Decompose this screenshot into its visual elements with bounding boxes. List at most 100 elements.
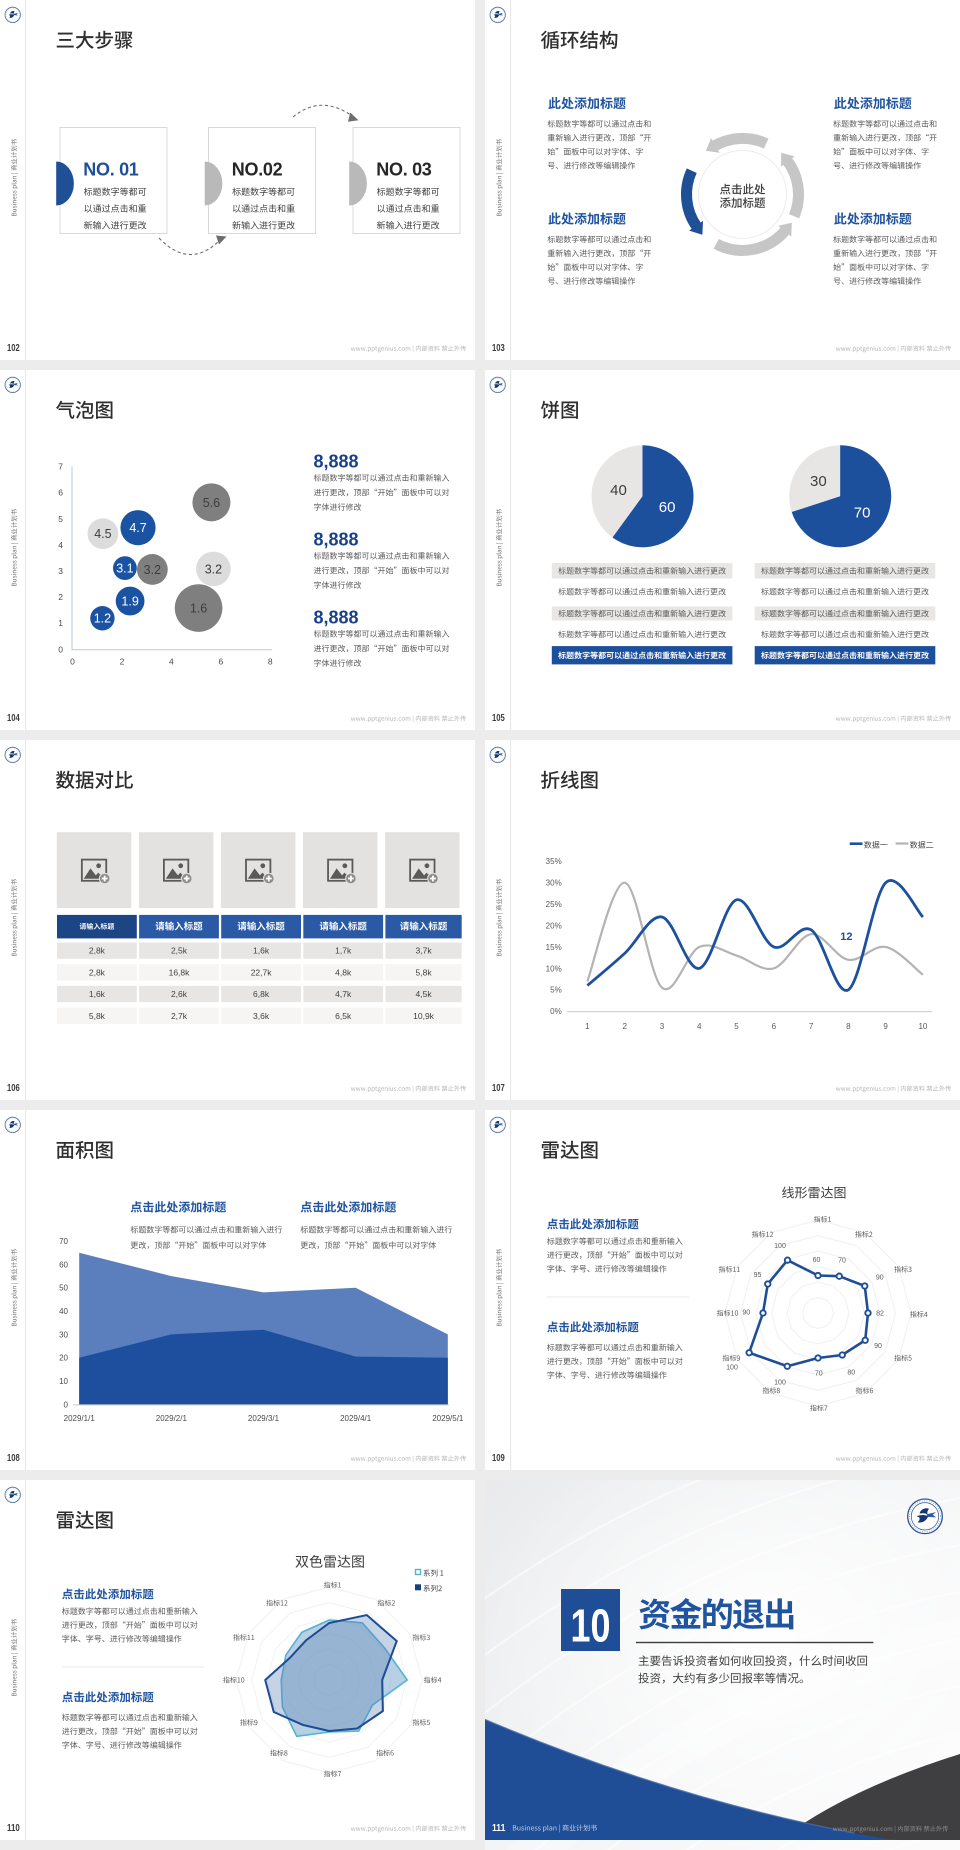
svg-text:90: 90 [874,1343,882,1350]
svg-text:30: 30 [59,1330,68,1339]
svg-text:70: 70 [838,1258,846,1265]
svg-text:50: 50 [59,1284,68,1293]
svg-text:22,7k: 22,7k [251,967,273,977]
svg-text:16,8k: 16,8k [169,967,191,977]
svg-text:4,5k: 4,5k [416,989,433,999]
svg-text:1,6k: 1,6k [89,989,106,999]
svg-text:0: 0 [58,644,63,654]
svg-text:3,6k: 3,6k [253,1011,270,1021]
svg-text:70: 70 [854,505,871,522]
svg-text:100: 100 [774,1379,786,1386]
svg-text:5%: 5% [550,986,562,995]
svg-text:3,7k: 3,7k [416,946,433,956]
svg-text:90: 90 [876,1274,884,1281]
svg-text:2,6k: 2,6k [171,989,188,999]
svg-text:1,7k: 1,7k [335,946,352,956]
svg-text:100: 100 [774,1243,786,1250]
svg-text:1: 1 [585,1022,590,1031]
svg-text:30%: 30% [546,879,562,888]
svg-text:35%: 35% [546,857,562,866]
svg-text:2,7k: 2,7k [171,1011,188,1021]
svg-text:5: 5 [734,1022,739,1031]
svg-text:0%: 0% [550,1007,562,1016]
svg-text:102: 102 [7,343,20,354]
svg-text:7: 7 [58,462,63,472]
svg-text:40: 40 [59,1307,68,1316]
svg-text:6: 6 [772,1022,777,1031]
svg-text:2029/4/1: 2029/4/1 [340,1414,372,1423]
svg-text:8,888: 8,888 [314,452,359,472]
svg-text:1.6: 1.6 [190,601,207,615]
svg-text:12: 12 [840,931,852,943]
svg-text:106: 106 [7,1083,20,1094]
svg-text:8: 8 [846,1022,851,1031]
svg-text:103: 103 [492,343,505,354]
svg-text:7: 7 [809,1022,814,1031]
svg-text:NO. 03: NO. 03 [376,160,432,180]
svg-text:109: 109 [492,1453,505,1464]
svg-text:2029/1/1: 2029/1/1 [64,1414,96,1423]
svg-text:1,6k: 1,6k [253,946,270,956]
svg-text:90: 90 [742,1309,750,1316]
svg-text:20: 20 [59,1354,68,1363]
svg-text:2: 2 [622,1022,627,1031]
svg-text:25%: 25% [546,900,562,909]
svg-text:3.2: 3.2 [144,563,161,577]
svg-text:70: 70 [815,1371,823,1378]
svg-text:111: 111 [492,1823,506,1834]
svg-text:108: 108 [7,1453,20,1464]
svg-text:100: 100 [726,1365,738,1372]
svg-text:5,8k: 5,8k [89,1011,106,1021]
svg-text:6,8k: 6,8k [253,989,270,999]
svg-text:2029/2/1: 2029/2/1 [156,1414,188,1423]
svg-text:82: 82 [876,1311,884,1318]
svg-text:0: 0 [64,1400,69,1409]
svg-text:30: 30 [810,473,827,490]
svg-text:80: 80 [847,1369,855,1376]
svg-text:10,9k: 10,9k [413,1011,435,1021]
svg-text:8,888: 8,888 [314,608,359,628]
svg-text:60: 60 [659,499,676,516]
svg-text:60: 60 [59,1260,68,1269]
svg-text:8,888: 8,888 [314,530,359,550]
svg-text:60: 60 [813,1257,821,1264]
svg-text:6,5k: 6,5k [335,1011,352,1021]
svg-text:4,8k: 4,8k [335,967,352,977]
svg-text:4: 4 [697,1022,702,1031]
svg-text:104: 104 [7,713,20,724]
svg-text:107: 107 [492,1083,505,1094]
svg-text:4.7: 4.7 [129,521,146,535]
svg-text:2: 2 [58,592,63,602]
svg-text:NO.02: NO.02 [232,160,283,180]
svg-text:70: 70 [59,1237,68,1246]
svg-text:2,8k: 2,8k [89,967,106,977]
svg-text:2029/5/1: 2029/5/1 [432,1414,464,1423]
svg-text:95: 95 [754,1272,762,1279]
svg-text:3.1: 3.1 [116,562,133,576]
svg-text:20%: 20% [546,921,562,930]
svg-text:10: 10 [571,1600,611,1652]
svg-text:6: 6 [58,488,63,498]
svg-text:4,7k: 4,7k [335,989,352,999]
svg-text:1.9: 1.9 [121,594,138,608]
svg-text:2029/3/1: 2029/3/1 [248,1414,280,1423]
svg-text:2,8k: 2,8k [89,946,106,956]
svg-text:40: 40 [610,482,627,499]
svg-text:8: 8 [268,656,273,666]
svg-text:6: 6 [218,656,223,666]
svg-text:105: 105 [492,713,505,724]
svg-text:2: 2 [120,656,125,666]
svg-text:110: 110 [7,1823,20,1834]
svg-text:4.5: 4.5 [94,527,111,541]
svg-text:3.2: 3.2 [205,562,222,576]
svg-text:5,8k: 5,8k [416,967,433,977]
svg-text:0: 0 [70,656,75,666]
svg-text:15%: 15% [546,943,562,952]
svg-text:4: 4 [169,656,174,666]
svg-text:10: 10 [59,1377,68,1386]
svg-text:5: 5 [58,514,63,524]
svg-text:5.6: 5.6 [203,496,220,510]
svg-text:1: 1 [58,618,63,628]
svg-text:1.2: 1.2 [94,612,111,626]
svg-text:2,5k: 2,5k [171,946,188,956]
